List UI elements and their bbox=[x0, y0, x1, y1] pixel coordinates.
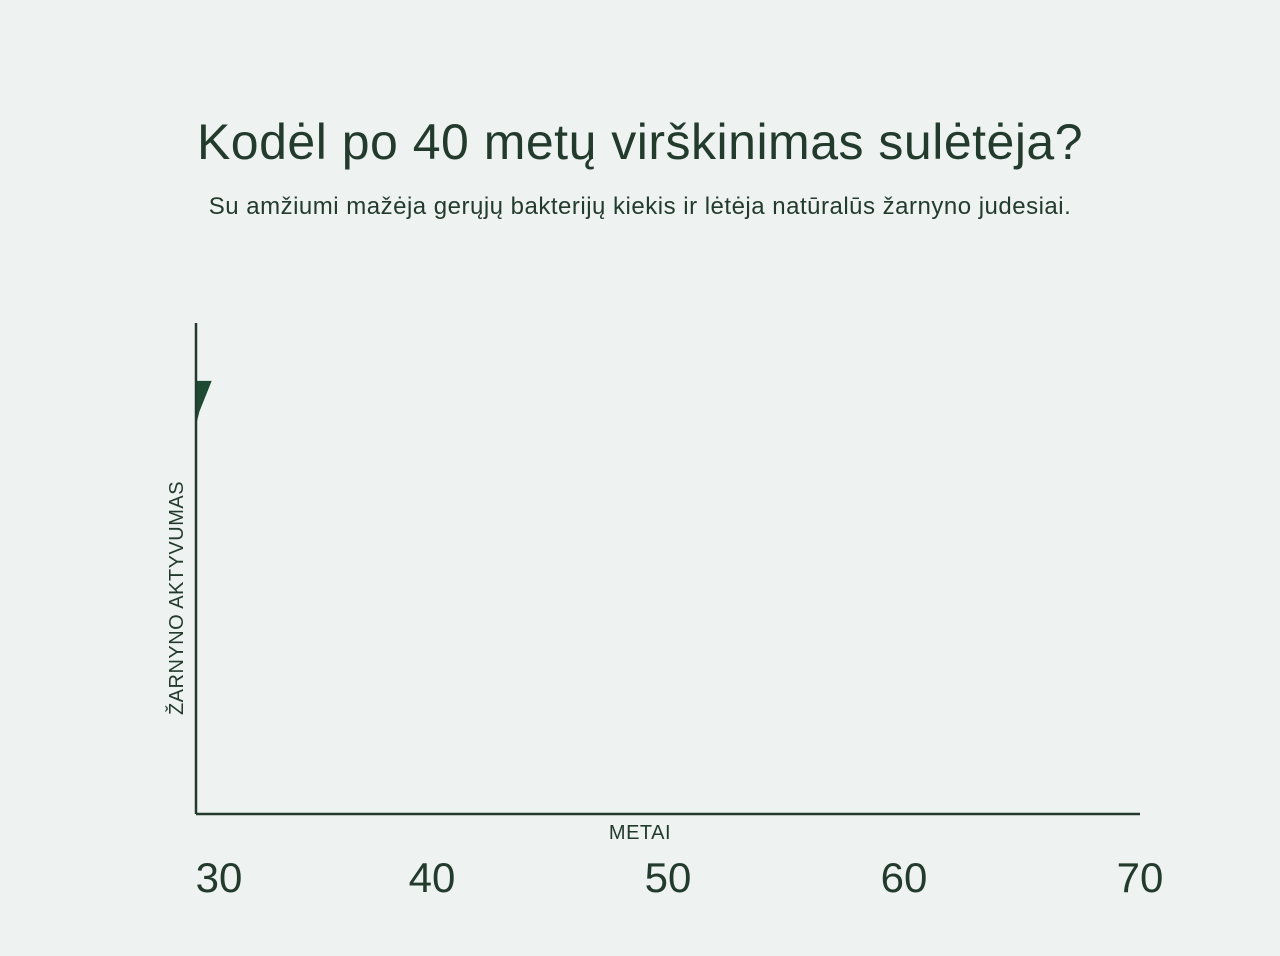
series-area bbox=[195, 380, 212, 422]
chart-title: Kodėl po 40 metų virškinimas sulėtėja? bbox=[196, 114, 1084, 170]
x-tick-label: 50 bbox=[645, 854, 692, 901]
chart-subtitle: Su amžiumi mažėja gerųjų bakterijų kieki… bbox=[208, 193, 1072, 220]
x-tick-labels: 30 40 50 60 70 bbox=[196, 854, 1164, 901]
x-tick-label: 60 bbox=[881, 854, 928, 901]
y-axis-label: ŽARNYNO AKTYVUMAS bbox=[165, 481, 188, 715]
x-axis-label: METAI bbox=[609, 822, 671, 844]
x-tick-label: 70 bbox=[1117, 854, 1164, 901]
series-layer bbox=[195, 380, 212, 422]
x-tick-label: 40 bbox=[409, 854, 456, 901]
x-tick-label: 30 bbox=[196, 854, 243, 901]
